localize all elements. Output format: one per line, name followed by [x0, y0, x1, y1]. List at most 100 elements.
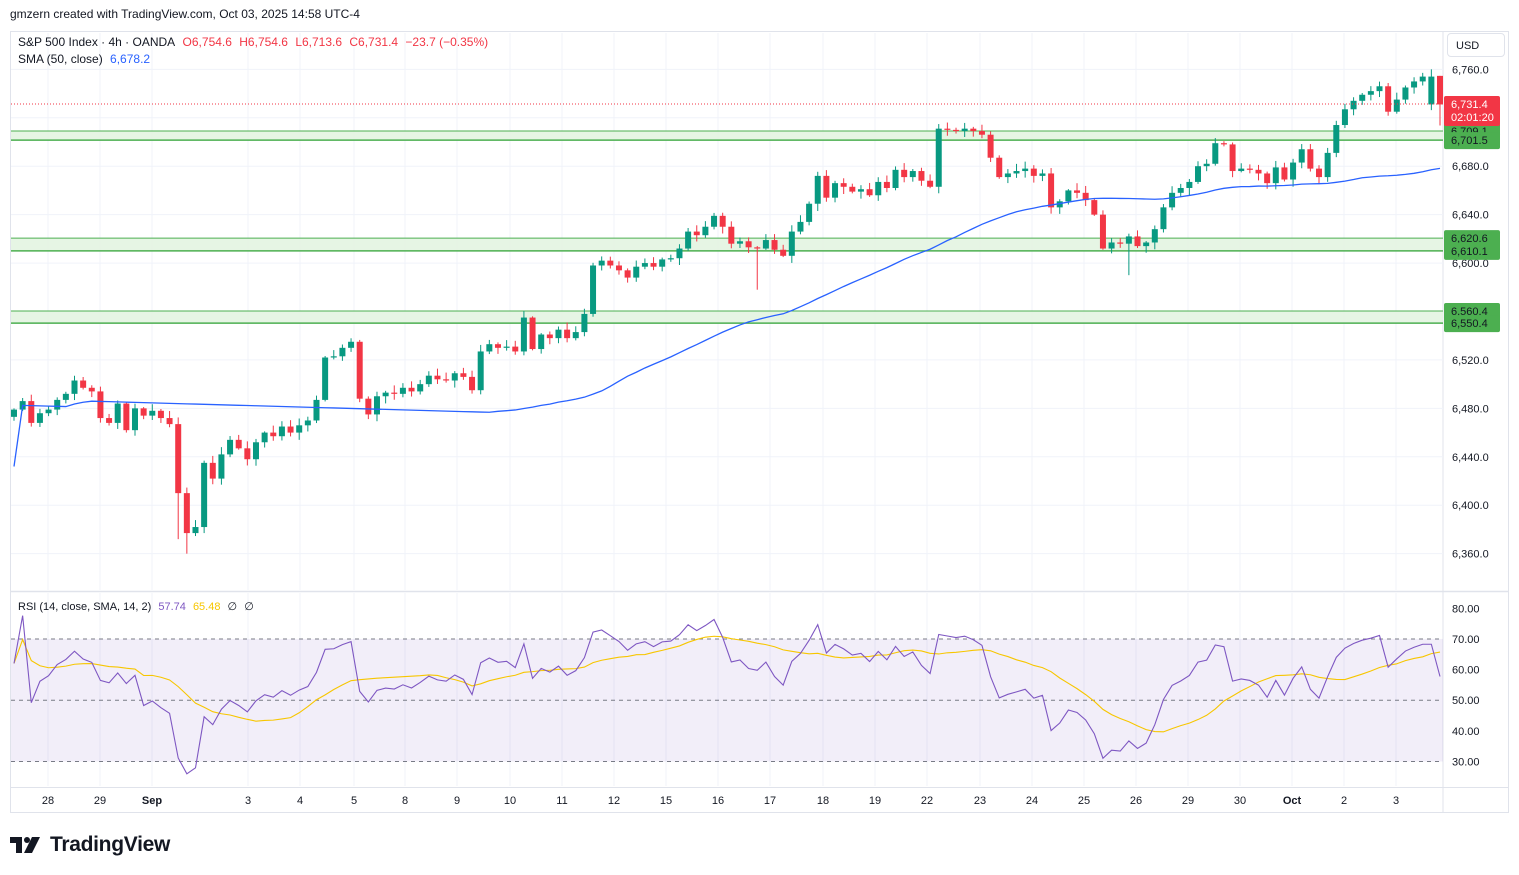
candle-down [823, 175, 830, 198]
candle-down [624, 270, 631, 278]
candle-down [615, 265, 622, 271]
candle-up [1160, 207, 1167, 230]
candle-down [1099, 214, 1106, 249]
candle-down [365, 398, 372, 415]
candle-down [944, 128, 951, 130]
tradingview-logo-text: TradingView [50, 833, 171, 856]
candle-up [702, 226, 709, 236]
candle-up [1022, 168, 1029, 172]
candle-up [788, 231, 795, 256]
price-tick-label: 6,680.0 [1452, 161, 1489, 173]
candle-down [166, 418, 173, 425]
candle-up [54, 399, 61, 410]
candle-down [1048, 173, 1055, 208]
candle-up [36, 413, 43, 423]
candle-up [762, 240, 769, 249]
candle-down [408, 387, 415, 392]
zone-low-price-tag-bg [1444, 315, 1500, 333]
candle-up [218, 454, 225, 479]
ohlc-high: H6,754.6 [239, 35, 288, 49]
candle-up [711, 215, 718, 227]
currency-button[interactable]: USD [1447, 33, 1505, 57]
candle-down [918, 171, 925, 181]
candle-down [927, 180, 934, 187]
zone-high-price-tag-text: 6,560.4 [1451, 306, 1488, 318]
time-tick-label: 28 [42, 795, 54, 807]
candle-up [832, 183, 839, 198]
candle-down [1030, 168, 1037, 176]
rsi-label[interactable]: RSI (14, close, SMA, 14, 2) [18, 601, 152, 613]
candle-up [1324, 152, 1331, 178]
zone-high-price-tag-text: 6,620.6 [1451, 233, 1488, 245]
candle-up [417, 384, 424, 392]
candle-up [451, 373, 458, 381]
candle-down [460, 373, 467, 377]
candle-up [1367, 91, 1374, 95]
last-price-tag-text: 02:01:20 [1451, 112, 1494, 124]
candle-down [28, 401, 35, 423]
candle-down [849, 186, 856, 192]
candle-up [71, 380, 78, 394]
candle-down [953, 129, 960, 132]
candle-up [1272, 167, 1279, 184]
zone-low-price-tag-text: 6,610.1 [1451, 246, 1488, 258]
candle-down [209, 462, 216, 479]
candle-up [1298, 149, 1305, 163]
tradingview-logo[interactable]: TradingView [10, 833, 170, 857]
candle-up [1056, 201, 1063, 208]
time-tick-label: 15 [660, 795, 672, 807]
candle-up [131, 408, 138, 431]
candle-up [892, 169, 899, 188]
time-tick-label: Sep [142, 795, 162, 807]
candle-up [1013, 171, 1020, 174]
candle-down [1074, 190, 1081, 193]
candle-up [278, 426, 285, 437]
candle-up [227, 439, 234, 455]
sma-label[interactable]: SMA (50, close) [18, 52, 103, 66]
rsi-legend: RSI (14, close, SMA, 14, 2) 57.74 65.48 … [18, 600, 258, 613]
time-tick-label: 19 [869, 795, 881, 807]
candle-down [183, 493, 190, 534]
time-tick-label: 24 [1026, 795, 1038, 807]
candle-down [719, 215, 726, 227]
rsi-tick-label: 80.00 [1452, 603, 1480, 615]
candle-up [1169, 192, 1176, 208]
time-tick-label: 26 [1130, 795, 1142, 807]
candle-up [425, 375, 432, 385]
candle-up [572, 332, 579, 339]
price-tick-label: 6,520.0 [1452, 355, 1489, 367]
candle-up [201, 462, 208, 528]
zone-low-price-tag: 6,550.4 [1444, 315, 1500, 333]
candle-up [538, 334, 545, 350]
time-tick-label: 8 [402, 795, 408, 807]
zone-low-price-tag-bg [1444, 132, 1500, 150]
candle-down [546, 334, 553, 339]
rsi-sma-value: 65.48 [192, 601, 221, 613]
candle-up [1004, 173, 1011, 178]
candle-up [114, 403, 121, 423]
ohlc-open: O6,754.6 [182, 35, 232, 49]
candle-down [1316, 168, 1323, 178]
time-tick-label: 25 [1078, 795, 1090, 807]
rsi-extra-1: ∅ [227, 601, 238, 613]
candle-up [192, 527, 199, 534]
candle-up [1186, 181, 1193, 188]
sma-50-line [13, 167, 1441, 467]
candle-up [399, 387, 406, 394]
candle-down [123, 403, 130, 431]
candle-down [529, 317, 536, 350]
candle-up [503, 346, 510, 348]
symbol-label[interactable]: S&P 500 Index · 4h · OANDA [18, 35, 176, 49]
candle-up [1402, 87, 1409, 100]
zone-low-price-tag-bg [1444, 242, 1500, 260]
price-tick-label: 6,360.0 [1452, 549, 1489, 561]
time-tick-label: 3 [245, 795, 251, 807]
candle-down [175, 424, 182, 494]
time-tick-label: 16 [712, 795, 724, 807]
candle-up [348, 341, 355, 348]
candle-down [140, 408, 147, 416]
candle-up [857, 189, 864, 192]
candle-down [883, 181, 890, 188]
zone-low-price-tag: 6,701.5 [1444, 132, 1500, 150]
